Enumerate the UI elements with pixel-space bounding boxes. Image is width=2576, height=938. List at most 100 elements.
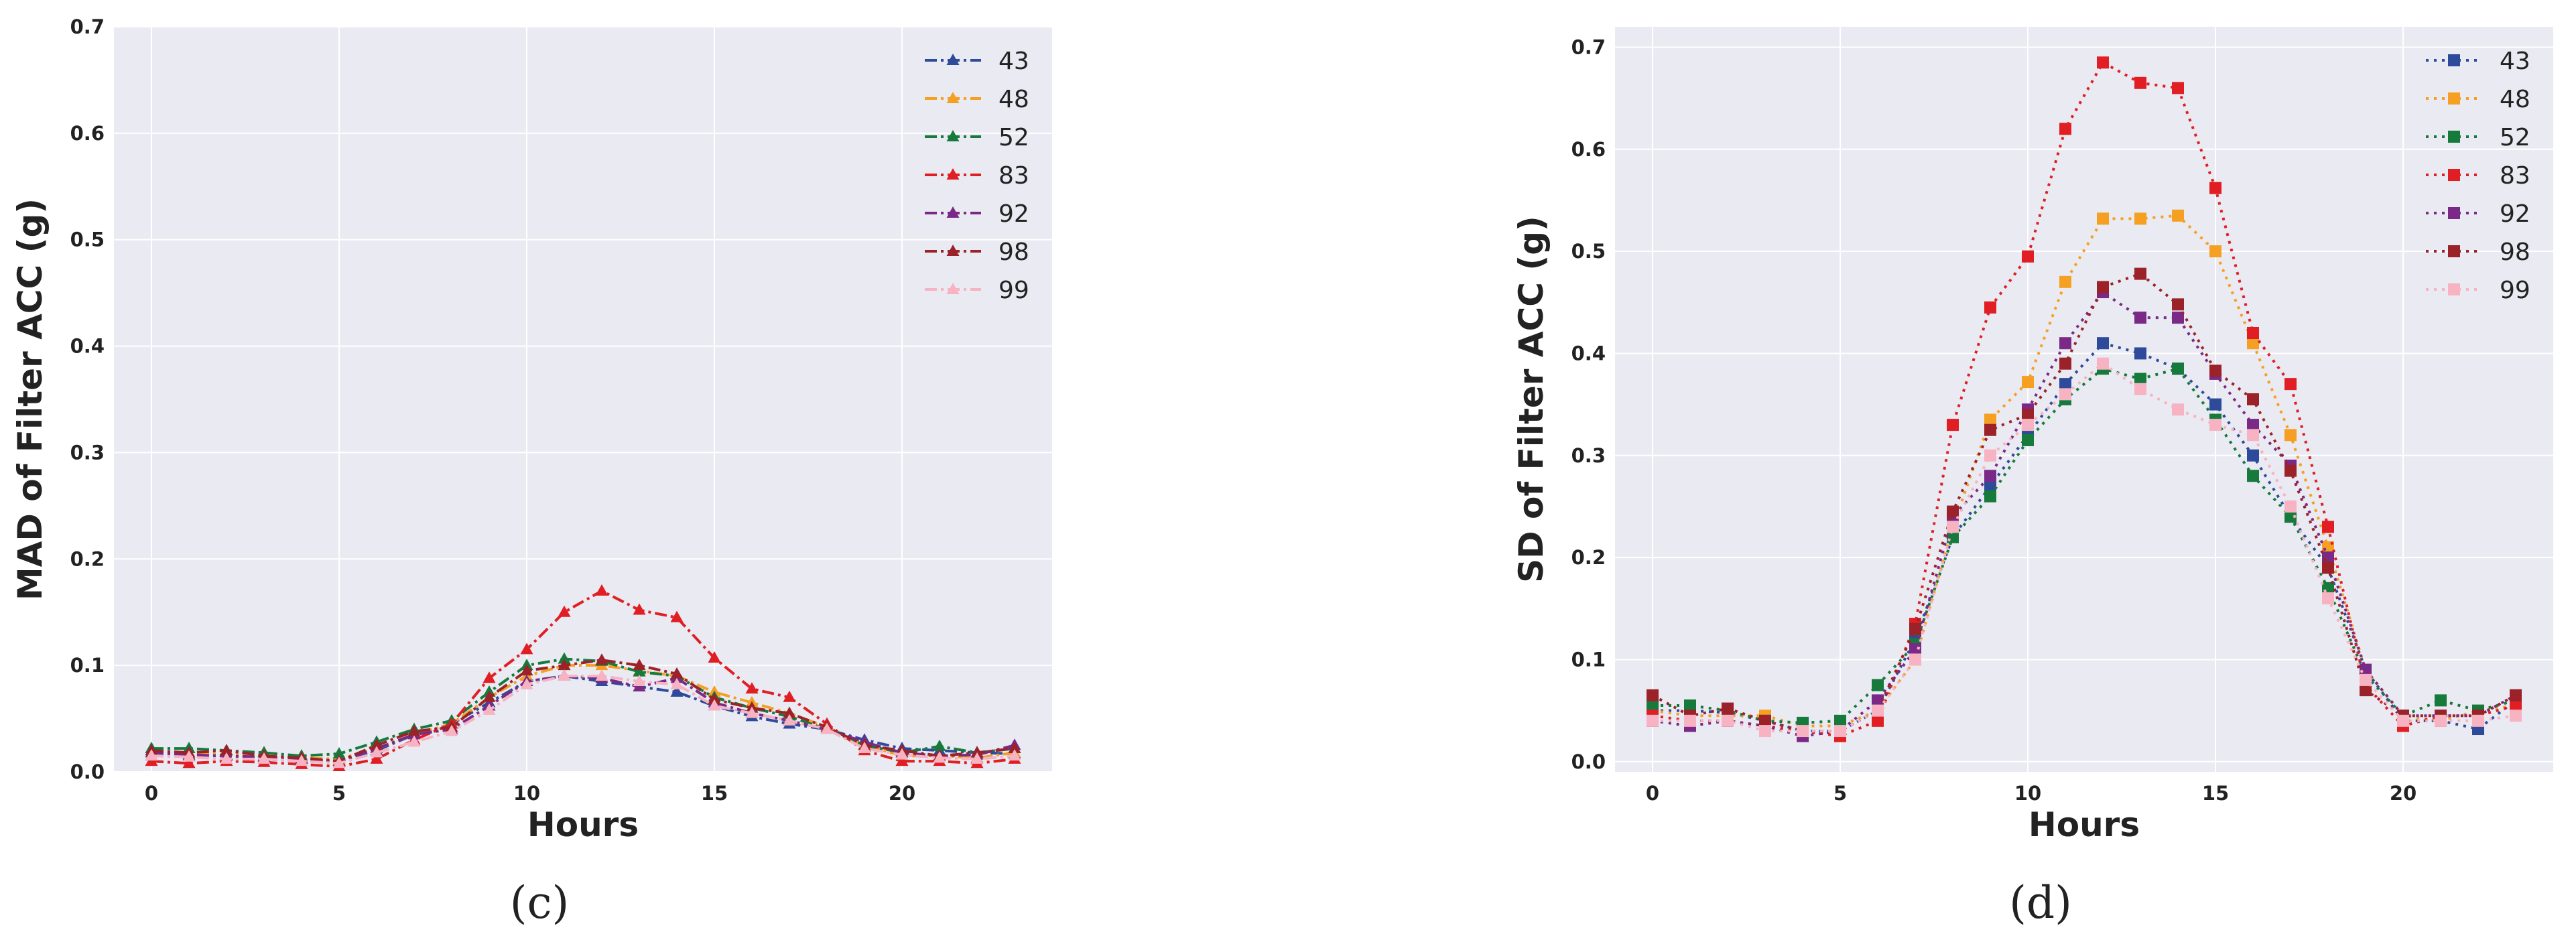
- data-point: [1984, 470, 1996, 482]
- data-point: [220, 752, 233, 764]
- data-point: [520, 643, 533, 655]
- data-point: [1008, 742, 1021, 754]
- legend-entry: 98: [925, 239, 1029, 266]
- data-point: [145, 749, 158, 761]
- y-tick-label: 0.7: [70, 15, 105, 38]
- legend-label: 92: [2500, 200, 2530, 228]
- panel-d: 0 5 10 15 20 0.0 0.1 0.2 0.3 0.4 0.5 0.6 0.7 Hours SD …: [1512, 27, 2553, 929]
- data-point: [2172, 82, 2184, 94]
- y-tick-label: 0.1: [70, 654, 105, 677]
- data-point: [1984, 423, 1996, 436]
- data-point: [2397, 714, 2409, 727]
- y-tick-label: 0.4: [70, 335, 105, 358]
- data-point: [182, 756, 196, 768]
- legend-label: 83: [999, 162, 1029, 190]
- legend-label: 98: [2500, 239, 2530, 266]
- data-point: [1947, 419, 1959, 431]
- data-point: [670, 610, 684, 622]
- data-point: [2247, 393, 2259, 405]
- data-point: [670, 677, 684, 689]
- data-point: [2510, 689, 2522, 701]
- data-point: [482, 703, 496, 715]
- legend-label: 48: [999, 86, 1029, 113]
- data-point: [933, 739, 946, 751]
- data-point: [2022, 376, 2034, 389]
- plot-area: [1615, 27, 2553, 772]
- x-tick-label: 15: [2202, 782, 2229, 805]
- legend-entry: 99: [925, 277, 1029, 304]
- data-point: [2059, 388, 2071, 401]
- y-tick-label: 0.3: [1571, 444, 1606, 467]
- data-point: [482, 690, 496, 702]
- data-point: [946, 168, 960, 180]
- data-point: [946, 245, 960, 256]
- data-point: [1872, 694, 1884, 707]
- data-point: [2322, 592, 2334, 605]
- data-point: [1872, 679, 1884, 691]
- data-point: [520, 664, 533, 676]
- data-point: [2134, 267, 2146, 280]
- series-line: [151, 675, 1015, 765]
- plot-area: [114, 27, 1052, 772]
- data-point: [295, 754, 308, 766]
- data-point: [332, 746, 346, 758]
- data-point: [2247, 449, 2259, 462]
- data-point: [407, 735, 421, 747]
- y-tick-label: 0.1: [1571, 648, 1606, 671]
- data-point: [2448, 131, 2460, 143]
- legend-entry: 52: [925, 124, 1029, 151]
- data-point: [1984, 449, 1996, 462]
- x-tick-label: 20: [889, 782, 915, 805]
- data-point: [1872, 714, 1884, 727]
- y-tick-label: 0.0: [1571, 750, 1606, 773]
- data-point: [2059, 378, 2071, 391]
- legend-label: 99: [2500, 277, 2530, 304]
- data-point: [595, 653, 608, 665]
- x-axis-title: Hours: [527, 805, 639, 844]
- legend-entry: 83: [925, 162, 1029, 190]
- data-point: [2448, 169, 2460, 181]
- legend-entry: 98: [2426, 239, 2530, 266]
- data-point: [2172, 403, 2184, 416]
- data-point: [2134, 312, 2146, 324]
- data-point: [2134, 373, 2146, 385]
- data-point: [783, 714, 796, 726]
- data-point: [633, 659, 646, 671]
- data-point: [2284, 511, 2297, 523]
- data-point: [1759, 714, 1771, 727]
- data-point: [2510, 710, 2522, 722]
- data-point: [2284, 429, 2297, 442]
- legend-label: 48: [2500, 86, 2530, 113]
- panel-c: 0 5 10 15 20 0.0 0.1 0.2 0.3 0.4 0.5 0.6 0.7 Hours MAD…: [11, 15, 1052, 929]
- data-point: [1684, 699, 1696, 712]
- data-point: [1984, 480, 1996, 492]
- x-tick-label: 10: [2014, 782, 2041, 805]
- data-point: [2360, 663, 2372, 676]
- data-point: [2209, 419, 2221, 431]
- series-line: [151, 659, 1015, 763]
- data-point: [2435, 694, 2447, 707]
- x-axis-title: Hours: [2028, 805, 2140, 844]
- data-point: [783, 706, 796, 718]
- data-point: [2097, 281, 2109, 293]
- data-point: [2284, 378, 2297, 391]
- x-tick-label: 20: [2390, 782, 2417, 805]
- data-point: [257, 752, 271, 764]
- data-point: [2360, 673, 2372, 686]
- data-point: [1834, 714, 1846, 727]
- data-point: [745, 682, 759, 694]
- data-point: [2134, 212, 2146, 225]
- data-point: [558, 659, 571, 671]
- series-line: [1652, 272, 2516, 733]
- x-tick-label: 0: [145, 782, 158, 805]
- y-axis-title: MAD of Filter ACC (g): [11, 198, 50, 600]
- data-point: [1947, 505, 1959, 518]
- legend-label: 52: [999, 124, 1029, 151]
- series-line: [1653, 342, 2517, 733]
- data-point: [708, 692, 721, 704]
- data-point: [708, 699, 721, 711]
- data-point: [1909, 643, 1921, 656]
- legend-label: 92: [999, 200, 1029, 228]
- data-point: [2247, 326, 2259, 339]
